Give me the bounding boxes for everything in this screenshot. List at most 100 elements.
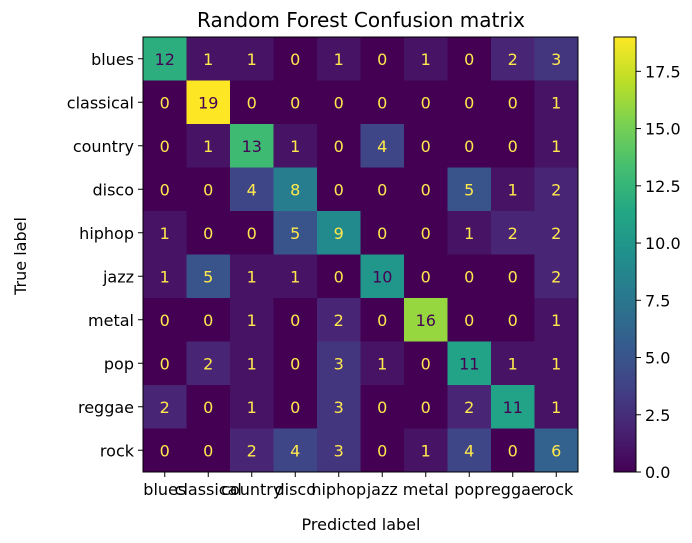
heatmap-cell-value: 4 — [464, 441, 474, 460]
heatmap-cell-value: 1 — [247, 311, 257, 330]
heatmap-cell — [317, 80, 361, 125]
heatmap-cell — [317, 385, 361, 429]
heatmap-cell — [230, 298, 274, 342]
heatmap-cell-value: 0 — [334, 137, 344, 156]
heatmap-cell-value: 0 — [334, 180, 344, 199]
heatmap-cell-value: 0 — [464, 137, 474, 156]
x-tick-label: metal — [403, 480, 449, 499]
heatmap-cell-value: 1 — [377, 354, 387, 373]
heatmap-cell — [273, 37, 318, 81]
heatmap-cell — [317, 254, 361, 299]
heatmap-cell — [447, 37, 492, 81]
y-tick-label: metal — [88, 311, 134, 330]
chart-title: Random Forest Confusion matrix — [197, 8, 525, 32]
heatmap-cell-value: 1 — [247, 354, 257, 373]
heatmap-cell — [534, 254, 579, 299]
colorbar-tick-label: 17.5 — [645, 62, 681, 81]
heatmap-cell-value: 0 — [464, 267, 474, 286]
heatmap-cell — [317, 124, 361, 168]
heatmap-cell — [360, 254, 405, 299]
heatmap-cell-value: 1 — [203, 50, 213, 69]
heatmap-cell-value: 0 — [290, 50, 300, 69]
heatmap-cell — [230, 385, 274, 429]
heatmap-cell-value: 2 — [464, 398, 474, 417]
x-tick-label: disco — [274, 480, 316, 499]
heatmap-cell — [491, 37, 535, 81]
heatmap-cell — [404, 341, 448, 386]
heatmap-cell-value: 3 — [551, 50, 561, 69]
heatmap-cell — [186, 254, 231, 299]
heatmap-cell — [230, 428, 274, 473]
heatmap-cell — [404, 167, 448, 212]
heatmap-cell-value: 0 — [160, 93, 170, 112]
colorbar-tick-label: 10.0 — [645, 234, 681, 253]
heatmap-cell — [186, 298, 231, 342]
heatmap-cell-value: 0 — [508, 311, 518, 330]
heatmap-cell — [447, 254, 492, 299]
heatmap-cell — [143, 80, 187, 125]
heatmap-cell-value: 0 — [508, 137, 518, 156]
heatmap-cell-value: 0 — [421, 93, 431, 112]
heatmap-cell-value: 0 — [203, 224, 213, 243]
heatmap-cell-value: 0 — [377, 441, 387, 460]
heatmap-cell — [447, 428, 492, 473]
heatmap-cell-value: 2 — [203, 354, 213, 373]
heatmap-cell — [360, 385, 405, 429]
heatmap-cell-value: 0 — [377, 311, 387, 330]
heatmap-cell — [404, 298, 448, 342]
heatmap-cell-value: 0 — [247, 93, 257, 112]
heatmap-cell-value: 2 — [551, 224, 561, 243]
heatmap-cell-value: 1 — [290, 137, 300, 156]
heatmap-cell — [273, 341, 318, 386]
heatmap-cell-value: 1 — [247, 398, 257, 417]
heatmap-cell — [534, 298, 579, 342]
heatmap-cell-value: 3 — [334, 441, 344, 460]
heatmap-cell-value: 8 — [290, 180, 300, 199]
heatmap-cell-labels: 12 1 1 0 1 0 1 0 2 30 19 0 0 0 0 0 0 0 10 1 13 1 0 4 0 0 0 10 0 4 8 0 0 0… — [155, 50, 562, 461]
heatmap-cell — [491, 341, 535, 386]
heatmap-cell — [491, 167, 535, 212]
heatmap-cell-value: 10 — [372, 267, 392, 286]
heatmap-cell — [534, 428, 579, 473]
y-tick-label: disco — [92, 180, 134, 199]
x-tick-label: jazz — [366, 480, 398, 499]
heatmap-cell-value: 0 — [290, 93, 300, 112]
heatmap-cell — [317, 37, 361, 81]
heatmap-cell-value: 1 — [551, 398, 561, 417]
x-tick-label: rock — [539, 480, 574, 499]
heatmap-cell — [360, 298, 405, 342]
y-tick-label: rock — [100, 441, 135, 460]
heatmap-cell-value: 1 — [464, 224, 474, 243]
heatmap-cell — [534, 167, 579, 212]
heatmap-cell-value: 0 — [203, 180, 213, 199]
heatmap-cell-value: 0 — [508, 267, 518, 286]
heatmap-cell-value: 2 — [334, 311, 344, 330]
heatmap-cell-value: 2 — [551, 267, 561, 286]
heatmap-cell-value: 5 — [464, 180, 474, 199]
heatmap-cell — [404, 428, 448, 473]
heatmap-cell — [317, 341, 361, 386]
heatmap-cell — [143, 254, 187, 299]
heatmap-cell — [186, 167, 231, 212]
heatmap-cell — [534, 37, 579, 81]
heatmap-cell-value: 1 — [247, 267, 257, 286]
colorbar-tick-label: 5.0 — [645, 349, 670, 368]
heatmap-cell-value: 2 — [247, 441, 257, 460]
heatmap-cell-value: 0 — [464, 93, 474, 112]
heatmap-cell — [404, 37, 448, 81]
heatmap-cell-value: 2 — [508, 224, 518, 243]
heatmap-cell — [404, 211, 448, 255]
heatmap-cell — [273, 428, 318, 473]
heatmap-cell — [491, 298, 535, 342]
heatmap-cell-value: 3 — [334, 354, 344, 373]
y-tick-label: classical — [67, 93, 134, 112]
x-tick-label: pop — [454, 480, 484, 499]
heatmap-cell — [360, 80, 405, 125]
heatmap-cell — [143, 385, 187, 429]
heatmap-cell-value: 0 — [464, 311, 474, 330]
heatmap-cell-value: 16 — [416, 311, 436, 330]
heatmap-cell — [404, 385, 448, 429]
heatmap-cell — [317, 167, 361, 212]
